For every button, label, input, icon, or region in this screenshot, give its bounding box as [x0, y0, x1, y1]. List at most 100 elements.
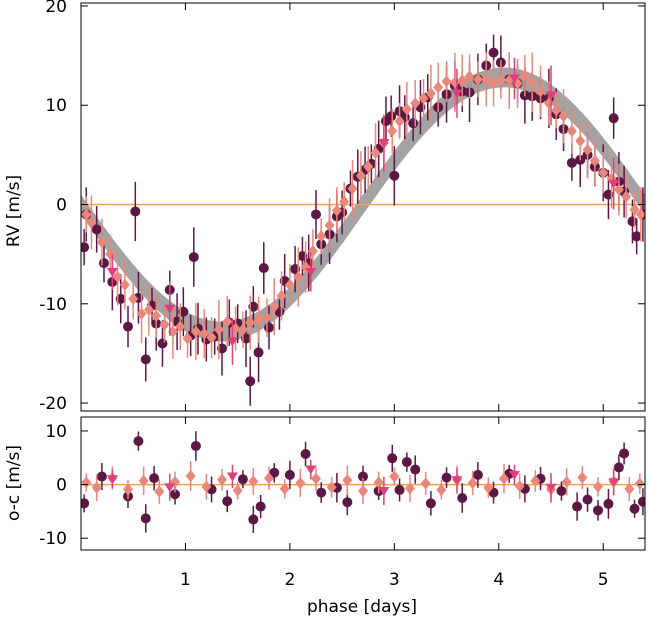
- marker-diamond: [284, 278, 295, 291]
- marker-circle: [311, 209, 321, 220]
- x-ticks: 1 2 3 4 5: [180, 3, 609, 590]
- data-point-salmon: [199, 309, 210, 359]
- data-point-dark: [284, 460, 295, 490]
- marker-diamond: [199, 327, 210, 340]
- data-point-salmon: [112, 248, 123, 306]
- marker-circle: [133, 436, 144, 447]
- data-point-pink: [451, 68, 463, 118]
- marker-diamond: [232, 484, 243, 497]
- marker-diamond: [389, 470, 400, 483]
- x-tick-label: 3: [389, 570, 400, 590]
- data-point-dark: [637, 488, 645, 516]
- data-point-salmon: [629, 191, 640, 228]
- data-point-dark: [593, 500, 603, 521]
- data-point-dark: [96, 463, 107, 491]
- data-point-salmon: [151, 293, 162, 338]
- marker-circle: [394, 484, 405, 495]
- marker-diamond: [222, 315, 233, 328]
- data-point-dark: [316, 482, 327, 503]
- marker-diamond: [128, 292, 139, 305]
- marker-diamond: [629, 203, 640, 216]
- marker-diamond: [269, 300, 280, 313]
- data-point-salmon: [276, 271, 287, 321]
- data-point-dark: [300, 441, 311, 467]
- marker-diamond: [363, 160, 374, 173]
- marker-circle: [389, 170, 400, 181]
- marker-circle: [140, 354, 151, 365]
- data-point-dark: [123, 305, 133, 348]
- bottom-y-tick-label: 10: [45, 422, 67, 442]
- marker-diamond: [279, 482, 290, 495]
- marker-diamond: [394, 115, 405, 128]
- marker-circle: [408, 118, 419, 129]
- data-point-salmon: [589, 136, 600, 186]
- data-point-salmon: [387, 109, 398, 153]
- data-point-dark: [387, 444, 398, 472]
- data-point-salmon: [81, 473, 92, 492]
- marker-diamond: [358, 485, 368, 498]
- marker-diamond: [635, 208, 645, 221]
- data-point-pink: [226, 318, 238, 365]
- marker-diamond: [96, 236, 107, 249]
- data-point-pink: [508, 464, 520, 486]
- marker-circle: [316, 487, 327, 498]
- data-point-pink: [226, 464, 238, 489]
- marker-circle: [629, 503, 640, 514]
- marker-triangle: [226, 472, 238, 482]
- marker-diamond: [598, 166, 609, 179]
- data-point-salmon: [488, 60, 499, 107]
- marker-diamond: [217, 473, 227, 486]
- marker-diamond: [457, 74, 468, 87]
- marker-circle: [582, 494, 593, 505]
- data-point-salmon: [217, 468, 227, 491]
- marker-circle: [170, 489, 180, 500]
- marker-circle: [603, 498, 614, 509]
- data-point-salmon: [634, 473, 645, 494]
- data-point-salmon: [472, 61, 483, 98]
- data-point-salmon: [311, 466, 321, 491]
- data-point-dark: [582, 487, 593, 512]
- marker-diamond: [488, 77, 499, 90]
- marker-diamond: [467, 476, 478, 489]
- marker-diamond: [425, 87, 436, 100]
- data-point-dark: [81, 229, 90, 266]
- marker-diamond: [347, 182, 358, 195]
- data-point-dark: [188, 227, 199, 287]
- marker-circle: [130, 206, 141, 217]
- data-point-salmon: [261, 298, 272, 338]
- data-point-salmon: [575, 121, 586, 161]
- marker-diamond: [558, 110, 569, 123]
- data-point-dark: [619, 442, 630, 465]
- marker-diamond: [551, 104, 562, 117]
- marker-circle: [81, 242, 90, 253]
- marker-triangle: [451, 89, 463, 99]
- marker-diamond: [420, 477, 431, 490]
- marker-diamond: [136, 307, 147, 320]
- data-point-salmon: [358, 478, 368, 504]
- data-point-salmon: [190, 303, 201, 360]
- marker-diamond: [621, 190, 632, 203]
- data-point-dark: [441, 467, 452, 488]
- bottom-data-points: [81, 431, 645, 533]
- marker-diamond: [185, 469, 196, 482]
- data-point-pink: [305, 459, 317, 480]
- data-point-dark: [222, 490, 233, 513]
- data-point-pink: [164, 473, 176, 501]
- marker-diamond: [81, 476, 92, 489]
- data-point-salmon: [284, 264, 295, 306]
- data-point-salmon: [293, 247, 304, 307]
- marker-circle: [123, 321, 133, 332]
- data-point-dark: [81, 494, 90, 513]
- marker-circle: [300, 449, 311, 460]
- marker-triangle: [378, 487, 390, 497]
- data-point-pink: [106, 253, 118, 291]
- data-point-pink: [305, 252, 317, 292]
- marker-diamond: [418, 92, 429, 105]
- marker-diamond: [464, 70, 475, 83]
- data-point-salmon: [222, 295, 233, 348]
- marker-diamond: [295, 476, 306, 489]
- marker-diamond: [339, 195, 350, 208]
- data-point-salmon: [394, 103, 405, 140]
- marker-circle: [556, 486, 567, 497]
